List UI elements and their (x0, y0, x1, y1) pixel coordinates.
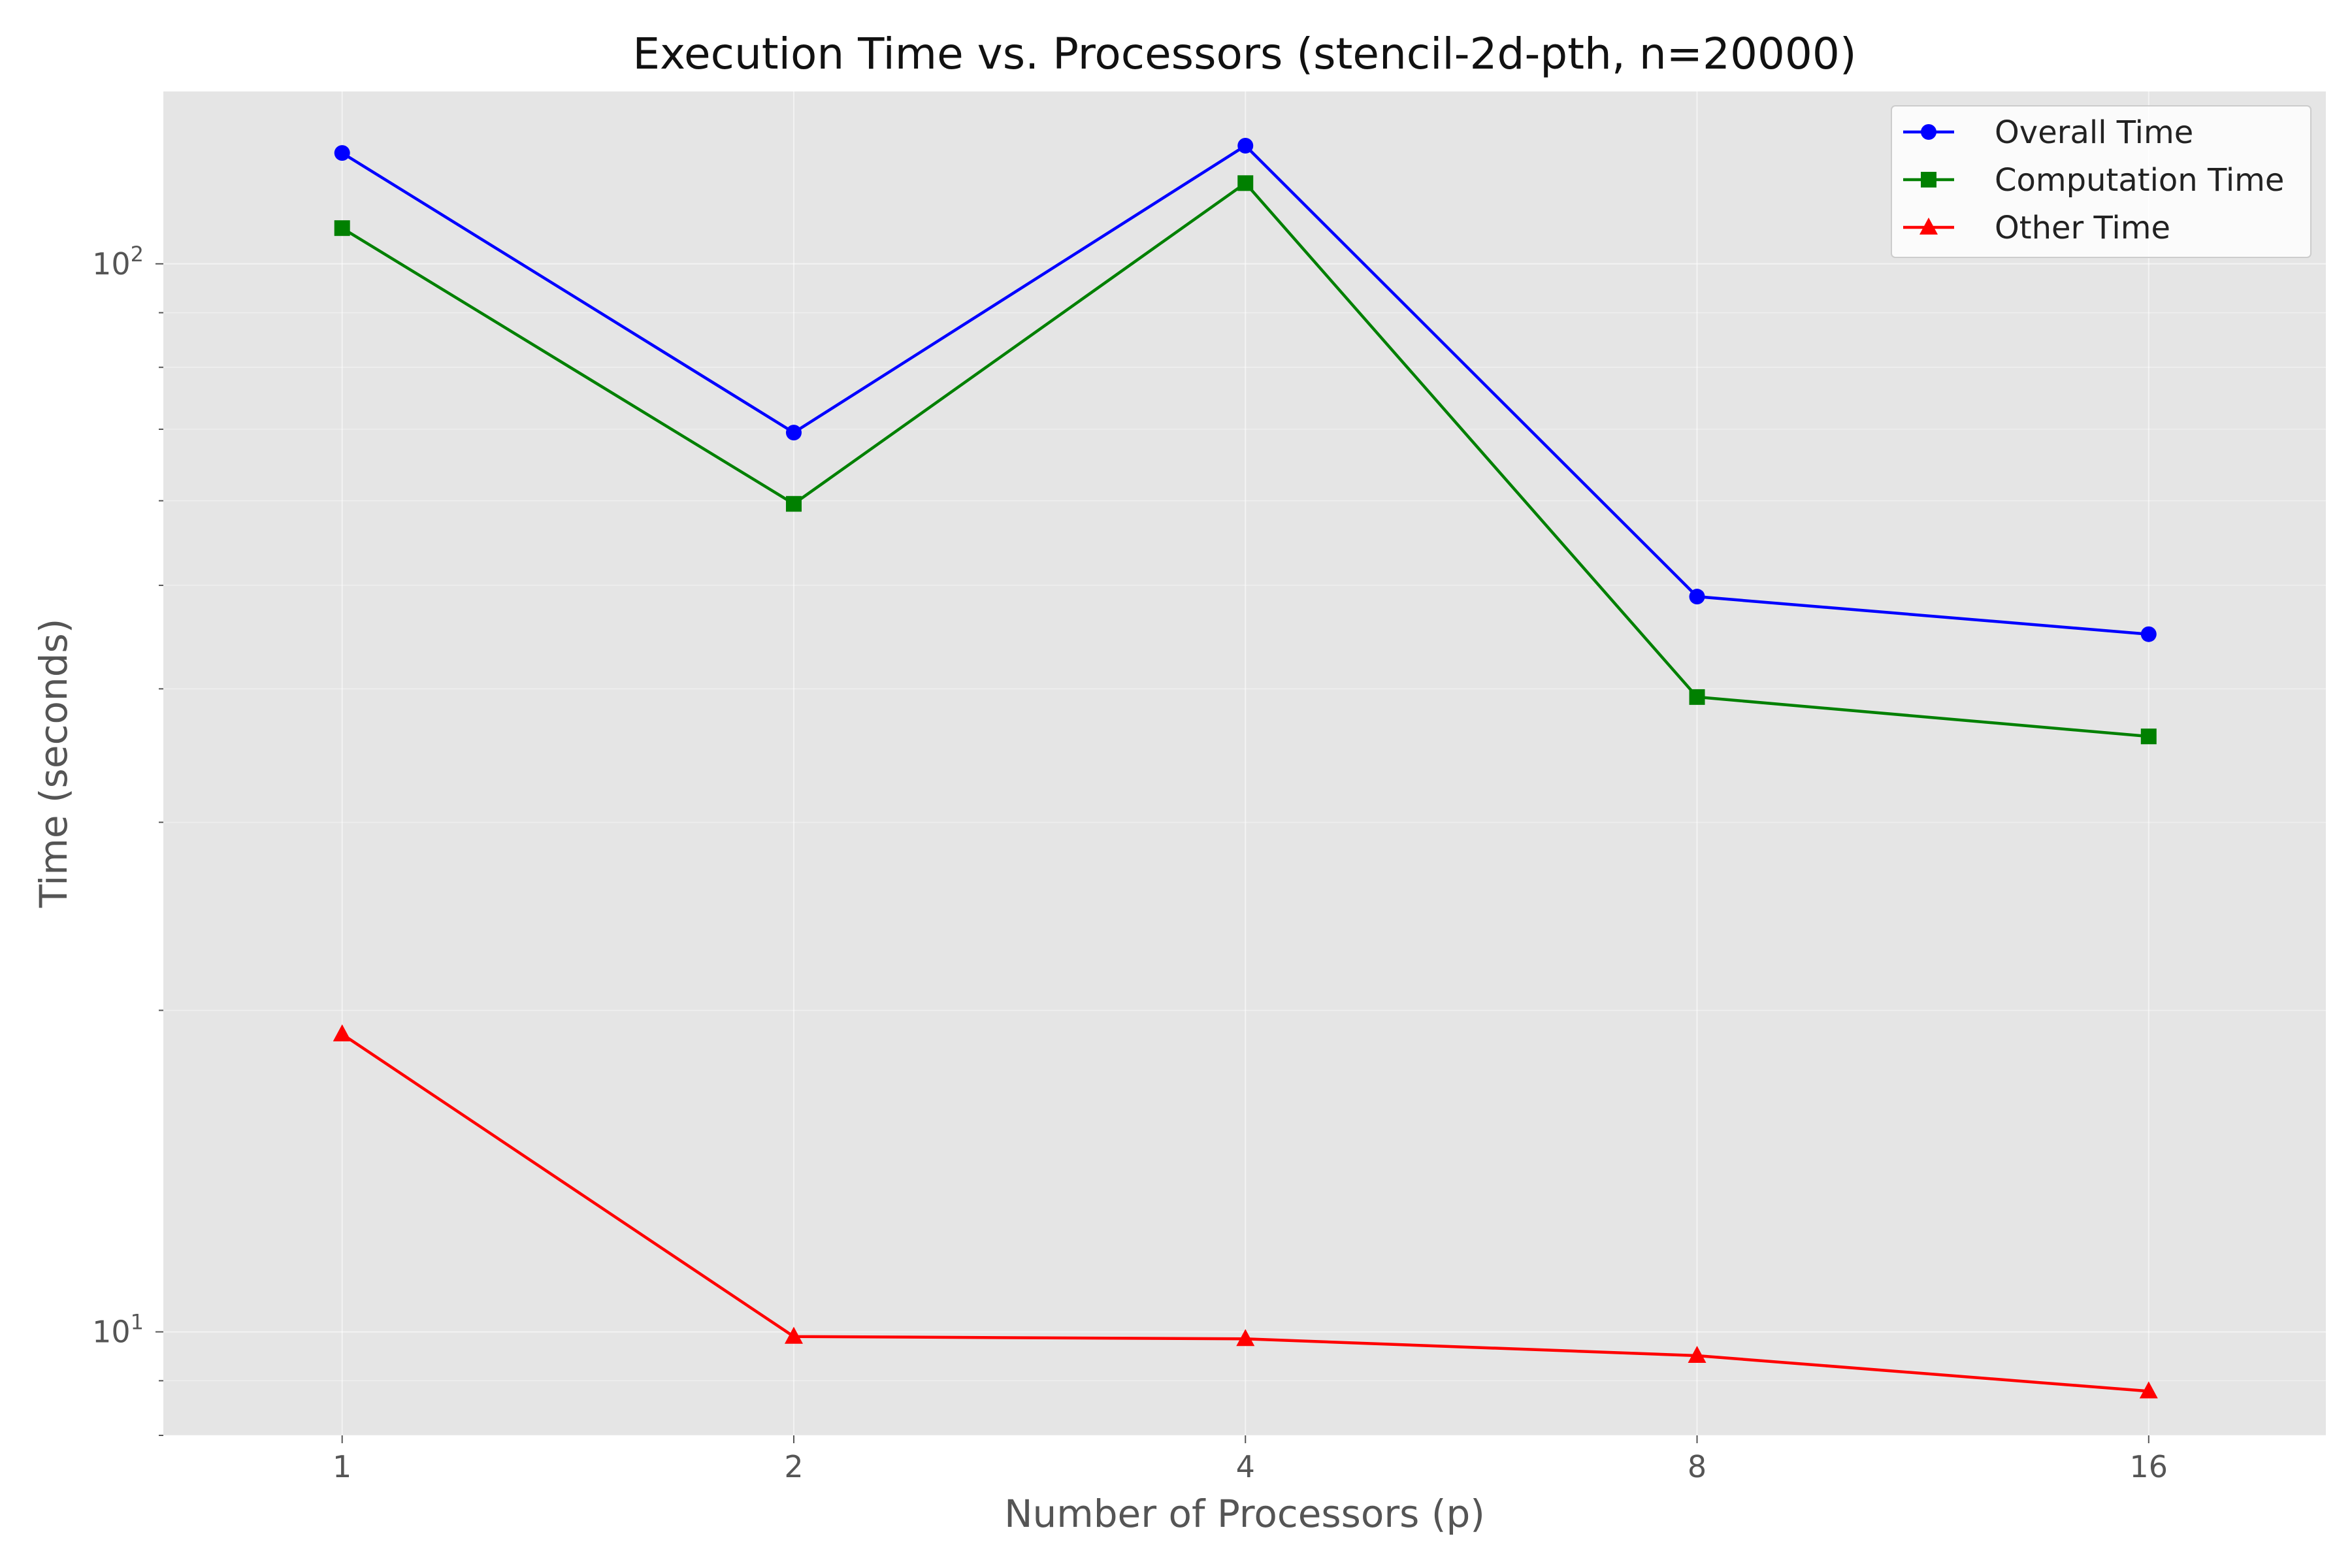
data-point-overall-time (2140, 626, 2157, 642)
x-axis-label: Number of Processors (p) (1004, 1492, 1485, 1536)
data-point-other-time (2139, 1381, 2158, 1399)
x-tick-label: 1 (333, 1449, 351, 1484)
data-point-other-time (333, 1024, 351, 1041)
plot-area (163, 91, 2326, 1435)
axis-ticks: 1 2 4 8 16 101 102 (92, 242, 2168, 1484)
data-point-other-time (1688, 1345, 1707, 1363)
legend-marker-overall-time (1921, 124, 1936, 140)
data-point-overall-time (1689, 589, 1705, 605)
data-point-overall-time (334, 145, 350, 161)
data-point-computation-time (1237, 175, 1254, 191)
series-overall-time (334, 138, 2157, 642)
y-tick-label: 101 (92, 1310, 144, 1350)
legend: Overall Time Computation Time Other Time (1891, 105, 2311, 258)
x-tick-label: 4 (1236, 1449, 1255, 1484)
legend-label-computation-time: Computation Time (1995, 162, 2284, 199)
x-tick-label: 2 (784, 1449, 803, 1484)
data-point-overall-time (1237, 138, 1254, 154)
data-point-other-time (1236, 1329, 1255, 1347)
data-point-other-time (784, 1326, 803, 1344)
legend-marker-computation-time (1921, 172, 1936, 188)
grid-lines (163, 91, 2326, 1436)
data-point-computation-time (334, 220, 350, 237)
data-point-overall-time (785, 425, 802, 441)
data-point-computation-time (2140, 728, 2157, 745)
y-tick-label: 102 (92, 242, 144, 282)
series-computation-time (334, 175, 2157, 745)
legend-marker-other-time (1919, 218, 1938, 235)
chart-title: Execution Time vs. Processors (stencil-2… (632, 29, 1856, 79)
x-tick-label: 16 (2130, 1449, 2168, 1484)
x-tick-label: 8 (1688, 1449, 1707, 1484)
legend-label-overall-time: Overall Time (1995, 114, 2193, 151)
data-point-computation-time (1689, 689, 1705, 705)
y-axis-label: Time (seconds) (31, 619, 76, 909)
series-layer (333, 138, 2158, 1399)
legend-box (1891, 105, 2311, 258)
legend-label-other-time: Other Time (1995, 210, 2170, 246)
data-point-computation-time (785, 496, 802, 512)
series-other-time (333, 1024, 2158, 1399)
